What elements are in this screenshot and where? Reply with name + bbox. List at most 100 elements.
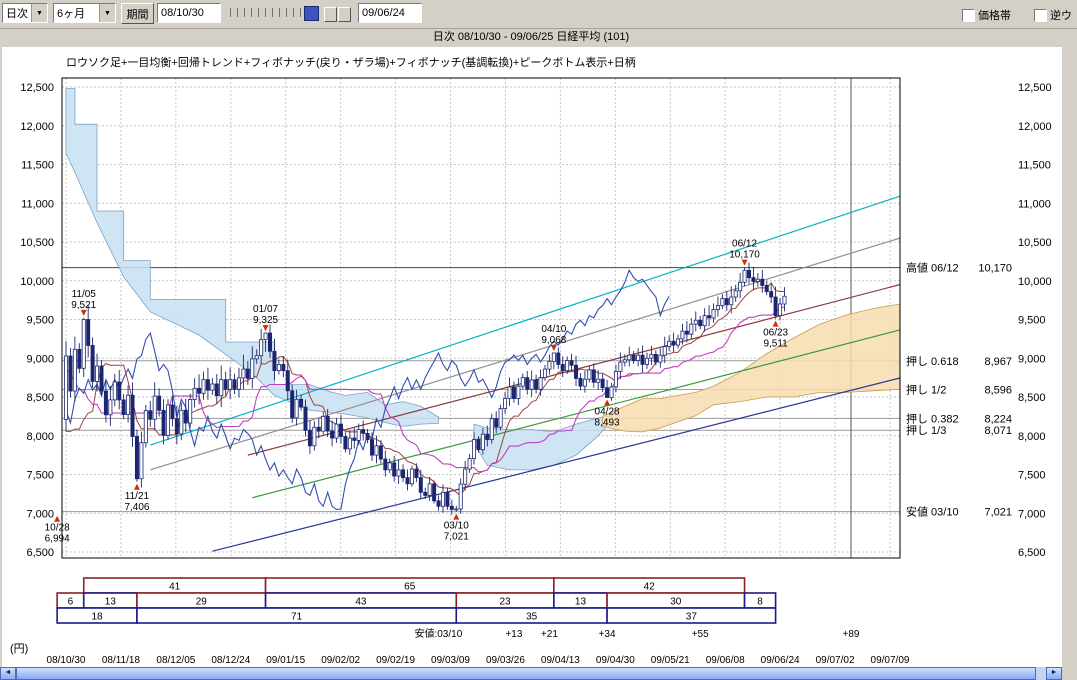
svg-text:09/06/08: 09/06/08 (706, 655, 745, 666)
horizontal-scrollbar[interactable]: ◄ ► (0, 667, 1077, 680)
slider-step-button-1[interactable] (324, 7, 337, 22)
svg-text:8,071: 8,071 (984, 425, 1012, 437)
price-band-checkbox-label: 価格帯 (978, 10, 1011, 22)
toolbar: 日次 ▼ 6ヶ月 ▼ 期間 価格帯 逆ウ (0, 0, 1077, 29)
date-from-input[interactable] (157, 3, 221, 23)
svg-text:09/01/15: 09/01/15 (266, 655, 305, 666)
svg-text:9,000: 9,000 (26, 353, 54, 365)
svg-text:10,170: 10,170 (729, 250, 760, 261)
range-select[interactable]: 6ヶ月 ▼ (53, 3, 116, 23)
svg-text:8,500: 8,500 (26, 392, 54, 404)
scroll-left-button[interactable]: ◄ (0, 667, 16, 680)
axis-layer: 12,500 12,500 12,000 12,000 11,500 11,500 11,0… (20, 82, 1051, 666)
svg-text:09/02/19: 09/02/19 (376, 655, 415, 666)
svg-text:29: 29 (196, 597, 208, 608)
svg-text:41: 41 (169, 582, 181, 593)
svg-text:35: 35 (526, 612, 538, 623)
svg-text:7,021: 7,021 (444, 532, 469, 543)
chevron-down-icon[interactable]: ▼ (31, 4, 47, 22)
svg-text:71: 71 (291, 612, 303, 623)
days-layer: 41 65 42 6 13 29 43 23 13 30 8 18 71 35 37 安値:03/10 +13 +… (56, 577, 860, 640)
svg-text:7,000: 7,000 (26, 508, 54, 520)
svg-text:12,000: 12,000 (20, 121, 54, 133)
svg-text:09/03/26: 09/03/26 (486, 655, 525, 666)
checkbox-icon[interactable] (1034, 8, 1047, 22)
svg-text:+21: +21 (541, 629, 558, 640)
svg-text:10,500: 10,500 (20, 237, 54, 249)
svg-text:01/07: 01/07 (253, 304, 278, 315)
svg-text:9,500: 9,500 (1018, 315, 1046, 327)
trend-layer (150, 195, 900, 552)
svg-text:08/11/18: 08/11/18 (102, 655, 141, 666)
scrollbar-thumb[interactable] (16, 667, 1036, 680)
scroll-right-button[interactable]: ► (1046, 667, 1062, 680)
slider-step-button-2[interactable] (338, 7, 351, 22)
svg-text:06/23: 06/23 (763, 328, 788, 339)
svg-text:9,521: 9,521 (71, 300, 96, 311)
slider-thumb[interactable] (304, 6, 319, 21)
svg-text:04/10: 04/10 (541, 324, 566, 335)
svg-text:30: 30 (670, 597, 682, 608)
svg-text:6,500: 6,500 (1018, 547, 1046, 559)
svg-text:23: 23 (500, 597, 512, 608)
svg-text:高値 06/12: 高値 06/12 (906, 261, 959, 275)
second-checkbox[interactable]: 逆ウ (1034, 7, 1072, 23)
svg-text:押し 0.382: 押し 0.382 (906, 411, 959, 425)
svg-text:8,500: 8,500 (1018, 392, 1046, 404)
svg-text:10,000: 10,000 (20, 276, 54, 288)
svg-text:10,170: 10,170 (978, 263, 1012, 275)
svg-text:11,500: 11,500 (21, 160, 54, 172)
svg-text:6,500: 6,500 (26, 547, 54, 559)
svg-text:押し 0.618: 押し 0.618 (906, 354, 959, 368)
svg-text:03/10: 03/10 (444, 521, 469, 532)
svg-text:42: 42 (644, 582, 656, 593)
unit-label: (円) (10, 643, 29, 655)
svg-text:+13: +13 (505, 629, 522, 640)
svg-text:10,000: 10,000 (1018, 276, 1052, 288)
chevron-down-icon[interactable]: ▼ (99, 4, 115, 22)
svg-text:10/28: 10/28 (45, 523, 70, 534)
svg-text:65: 65 (404, 582, 416, 593)
svg-text:8,224: 8,224 (984, 413, 1012, 425)
svg-text:8,967: 8,967 (984, 356, 1012, 368)
interval-select[interactable]: 日次 ▼ (2, 3, 48, 23)
svg-text:9,511: 9,511 (763, 339, 788, 350)
svg-text:08/10/30: 08/10/30 (47, 655, 86, 666)
svg-text:11,000: 11,000 (1018, 198, 1051, 210)
svg-text:12,500: 12,500 (1018, 82, 1052, 94)
svg-text:+34: +34 (599, 629, 616, 640)
svg-text:10,500: 10,500 (1018, 237, 1052, 249)
svg-text:43: 43 (355, 597, 367, 608)
slider-ticks (230, 8, 302, 17)
svg-text:9,325: 9,325 (253, 315, 278, 326)
svg-text:7,000: 7,000 (1018, 508, 1046, 520)
svg-text:09/03/09: 09/03/09 (431, 655, 470, 666)
svg-text:08/12/05: 08/12/05 (156, 655, 195, 666)
anno-layer: 10/286,994 11/059,521 11/217,406 01/079,325… (45, 239, 789, 545)
svg-text:9,068: 9,068 (541, 335, 566, 346)
svg-text:9,000: 9,000 (1018, 353, 1046, 365)
chart-title: 日次 08/10/30 - 09/06/25 日経平均 (101) (432, 31, 630, 43)
price-band-checkbox[interactable]: 価格帯 (962, 7, 1011, 23)
frame-layer (61, 77, 901, 559)
range-slider[interactable] (228, 5, 354, 22)
svg-text:04/28: 04/28 (595, 407, 620, 418)
svg-text:安値:03/10: 安値:03/10 (414, 627, 462, 640)
svg-text:09/07/09: 09/07/09 (871, 655, 910, 666)
svg-text:9,500: 9,500 (26, 315, 54, 327)
svg-text:7,021: 7,021 (984, 507, 1012, 519)
svg-text:11,000: 11,000 (21, 198, 54, 210)
second-checkbox-label: 逆ウ (1050, 10, 1072, 22)
svg-text:7,500: 7,500 (26, 470, 54, 482)
scrollbar-track[interactable] (16, 667, 1046, 680)
svg-text:09/04/30: 09/04/30 (596, 655, 635, 666)
period-button[interactable]: 期間 (121, 3, 154, 24)
checkbox-icon[interactable] (962, 8, 975, 22)
svg-text:09/02/02: 09/02/02 (321, 655, 360, 666)
svg-text:11/05: 11/05 (72, 289, 97, 300)
svg-text:6,994: 6,994 (45, 534, 70, 545)
svg-text:11/21: 11/21 (125, 491, 150, 502)
date-to-input[interactable] (358, 3, 422, 23)
svg-text:8,493: 8,493 (595, 418, 620, 429)
